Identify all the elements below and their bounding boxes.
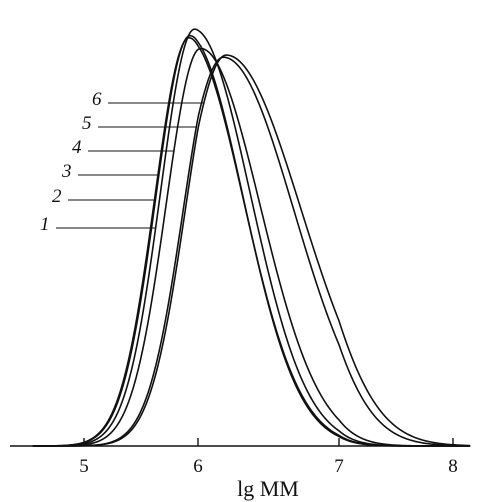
x-tick-label: 6 [193,456,203,477]
series-line-6 [32,54,471,447]
curve-label-1: 1 [40,214,50,235]
x-tick-label: 7 [334,456,344,477]
x-axis-title: lg MM [237,476,299,501]
x-tick-label: 8 [448,456,458,477]
curve-label-5: 5 [82,113,92,134]
x-tick-label: 5 [79,456,89,477]
series-line-5 [32,56,471,447]
curve-label-6: 6 [92,89,102,110]
leaders-group [56,102,204,229]
curve-label-3: 3 [61,161,72,182]
curve-label-2: 2 [52,186,62,207]
x-ticks-group: 5 6 7 8 [79,438,458,477]
curve-label-4: 4 [72,137,82,158]
